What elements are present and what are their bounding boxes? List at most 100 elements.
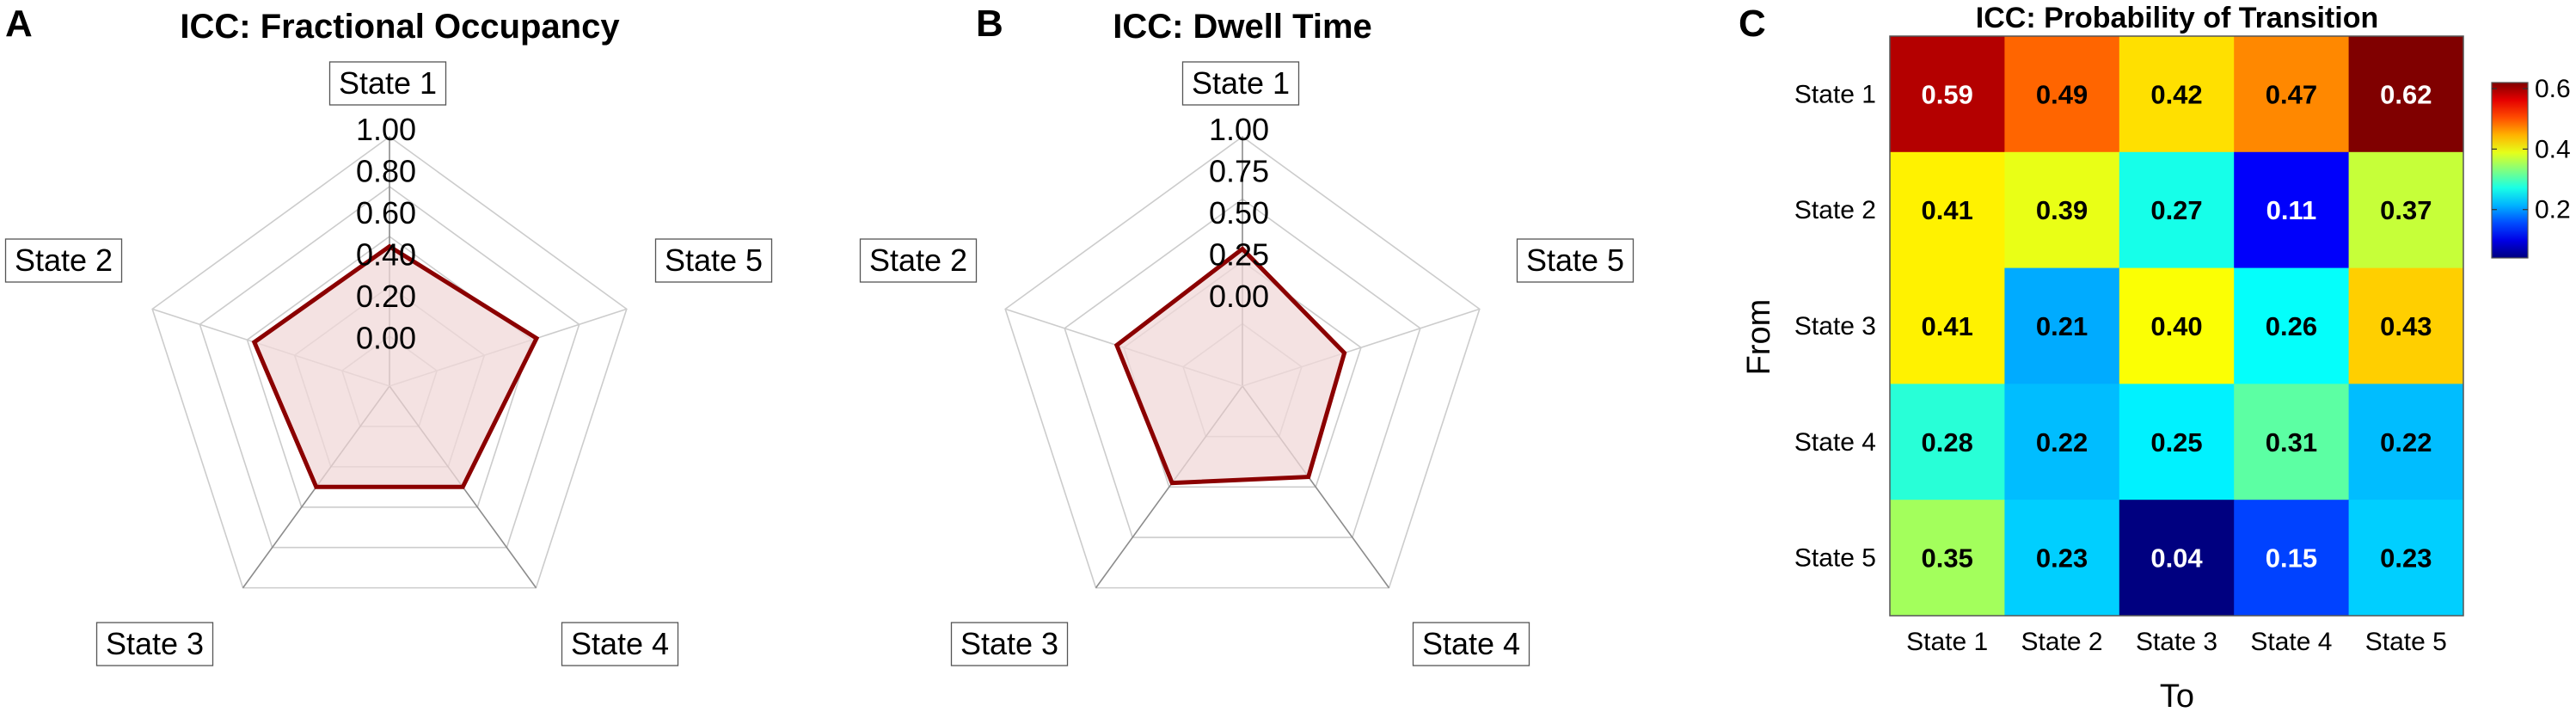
heatmap-cell — [2004, 500, 2120, 617]
heatmap-cell — [2119, 384, 2235, 500]
heatmap-cell-label: 0.23 — [2380, 543, 2432, 574]
heatmap-cell-label: 0.42 — [2150, 79, 2202, 109]
panel-letter-a: A — [5, 3, 33, 45]
colorbar-tick-label: 0.6 — [2535, 75, 2571, 103]
heatmap-cell-label: 0.26 — [2266, 311, 2317, 341]
chart-title: ICC: Fractional Occupancy — [180, 8, 620, 46]
heatmap-cell — [2348, 384, 2464, 500]
colorbar-tick-label: 0.4 — [2535, 135, 2571, 163]
heatmap-cell — [2234, 151, 2350, 269]
radar-tick-labels: 1.00 0.80 0.60 0.40 0.20 0.00 — [356, 112, 416, 356]
chart-title: ICC: Dwell Time — [1113, 8, 1372, 46]
radar-grid-ring — [199, 186, 580, 549]
heatmap-cell-label: 0.28 — [1922, 427, 1973, 457]
row-tick-label: State 5 — [1794, 544, 1876, 573]
radar-grid-ring — [1064, 198, 1421, 538]
row-tick-label: State 3 — [1794, 312, 1876, 341]
column-tick-label: State 1 — [1906, 628, 1988, 656]
row-tick-label: State 4 — [1794, 428, 1876, 457]
heatmap-cell — [2348, 267, 2464, 384]
svg-text:State 5: State 5 — [1526, 242, 1624, 278]
heatmap-cell — [2348, 500, 2464, 617]
radar-axis-label: State 2 — [4, 238, 123, 283]
svg-text:State 1: State 1 — [339, 65, 437, 101]
row-tick-label: State 1 — [1794, 80, 1876, 108]
heatmap-cell — [2348, 151, 2464, 269]
heatmap-cell-label: 0.11 — [2266, 195, 2317, 225]
heatmap-cell-label: 0.41 — [1922, 311, 1973, 341]
row-tick-label: State 2 — [1794, 196, 1876, 224]
heatmap-cell-label: 0.23 — [2036, 543, 2088, 574]
radar-axis-label: State 5 — [1516, 238, 1635, 283]
radar-tick-label: 1.00 — [1209, 112, 1269, 147]
heatmap-cell — [1890, 267, 2005, 384]
radar-chart-fractional-occupancy: A ICC: Fractional Occupancy 1.00 0.80 0.60… — [4, 3, 773, 666]
heatmap-cell-label: 0.22 — [2380, 427, 2432, 457]
heatmap-cell-label: 0.21 — [2036, 311, 2088, 341]
colorbar-tick-labels: 0.2 0.4 0.6 — [2492, 75, 2571, 224]
heatmap-cell — [2119, 267, 2235, 384]
heatmap-cell — [2348, 36, 2464, 153]
heatmap-cell-label: 0.37 — [2380, 195, 2432, 225]
radar-tick-label: 1.00 — [356, 112, 416, 147]
radar-tick-label: 0.00 — [356, 321, 416, 356]
heatmap-cell-label: 0.04 — [2150, 543, 2203, 574]
radar-axis-label: State 2 — [859, 238, 978, 283]
heatmap-cell-label: 0.31 — [2266, 427, 2317, 457]
radar-axis-label: State 5 — [654, 238, 773, 283]
radar-series-polygon — [1113, 246, 1347, 486]
heatmap-cell-label: 0.43 — [2380, 311, 2432, 341]
radar-tick-label: 0.00 — [1209, 279, 1269, 314]
radar-axis-label: State 3 — [950, 622, 1069, 666]
panel-letter-c: C — [1739, 3, 1766, 45]
heatmap-cell-label: 0.62 — [2380, 79, 2432, 109]
column-tick-label: State 5 — [2365, 628, 2447, 656]
heatmap-cell-label: 0.39 — [2036, 195, 2088, 225]
row-tick-labels: State 1 State 2 State 3 State 4 State 5 — [1794, 80, 1876, 572]
heatmap-cell — [2119, 500, 2235, 617]
panel-letter-b: B — [976, 3, 1003, 45]
heatmap-cell — [1890, 36, 2005, 153]
radar-axis-label: State 1 — [1181, 61, 1300, 106]
radar-axis-labels: State 1 State 5 State 4 State 3 State 2 — [4, 61, 773, 666]
radar-tick-labels: 1.00 0.75 0.50 0.25 0.00 — [1209, 112, 1269, 314]
heatmap-cell — [2119, 36, 2235, 153]
y-axis-label: From — [1741, 299, 1777, 376]
radar-axis-label: State 4 — [561, 622, 679, 666]
svg-text:State 2: State 2 — [15, 242, 113, 278]
heatmap-cell — [1890, 384, 2005, 500]
svg-text:State 5: State 5 — [665, 242, 763, 278]
heatmap-cell — [2004, 384, 2120, 500]
heatmap-cell — [2004, 267, 2120, 384]
colorbar-tick-label: 0.2 — [2535, 196, 2571, 224]
heatmap-cell — [1890, 500, 2005, 617]
heatmap-cell-label: 0.27 — [2150, 195, 2202, 225]
heatmap-cell — [2004, 151, 2120, 269]
radar-tick-label: 0.20 — [356, 279, 416, 314]
radar-tick-label: 0.25 — [1209, 237, 1269, 273]
heatmap-cell-label: 0.35 — [1922, 543, 1973, 574]
chart-title: ICC: Probability of Transition — [1976, 2, 2378, 34]
column-tick-label: State 4 — [2250, 628, 2332, 656]
heatmap-cell — [2234, 384, 2350, 500]
svg-text:State 1: State 1 — [1192, 65, 1290, 101]
svg-text:State 4: State 4 — [1422, 626, 1520, 661]
column-tick-label: State 2 — [2021, 628, 2103, 656]
svg-text:State 4: State 4 — [571, 626, 669, 661]
x-axis-label: To — [2160, 678, 2194, 712]
heatmap-cell-label: 0.49 — [2036, 79, 2088, 109]
heatmap-cell-label: 0.40 — [2150, 311, 2202, 341]
heatmap-cell-label: 0.22 — [2036, 427, 2088, 457]
svg-text:State 3: State 3 — [106, 626, 204, 661]
radar-series-polygon — [251, 243, 540, 489]
heatmap-cell — [2119, 151, 2235, 269]
radar-tick-label: 0.80 — [356, 154, 416, 189]
radar-grid-ring — [1004, 136, 1481, 589]
colorbar — [2491, 82, 2529, 259]
heatmap-cell — [2234, 36, 2350, 153]
radar-axis-label: State 3 — [95, 622, 214, 666]
heatmap-cell — [2234, 500, 2350, 617]
radar-series — [1113, 246, 1347, 486]
svg-text:State 3: State 3 — [960, 626, 1058, 661]
